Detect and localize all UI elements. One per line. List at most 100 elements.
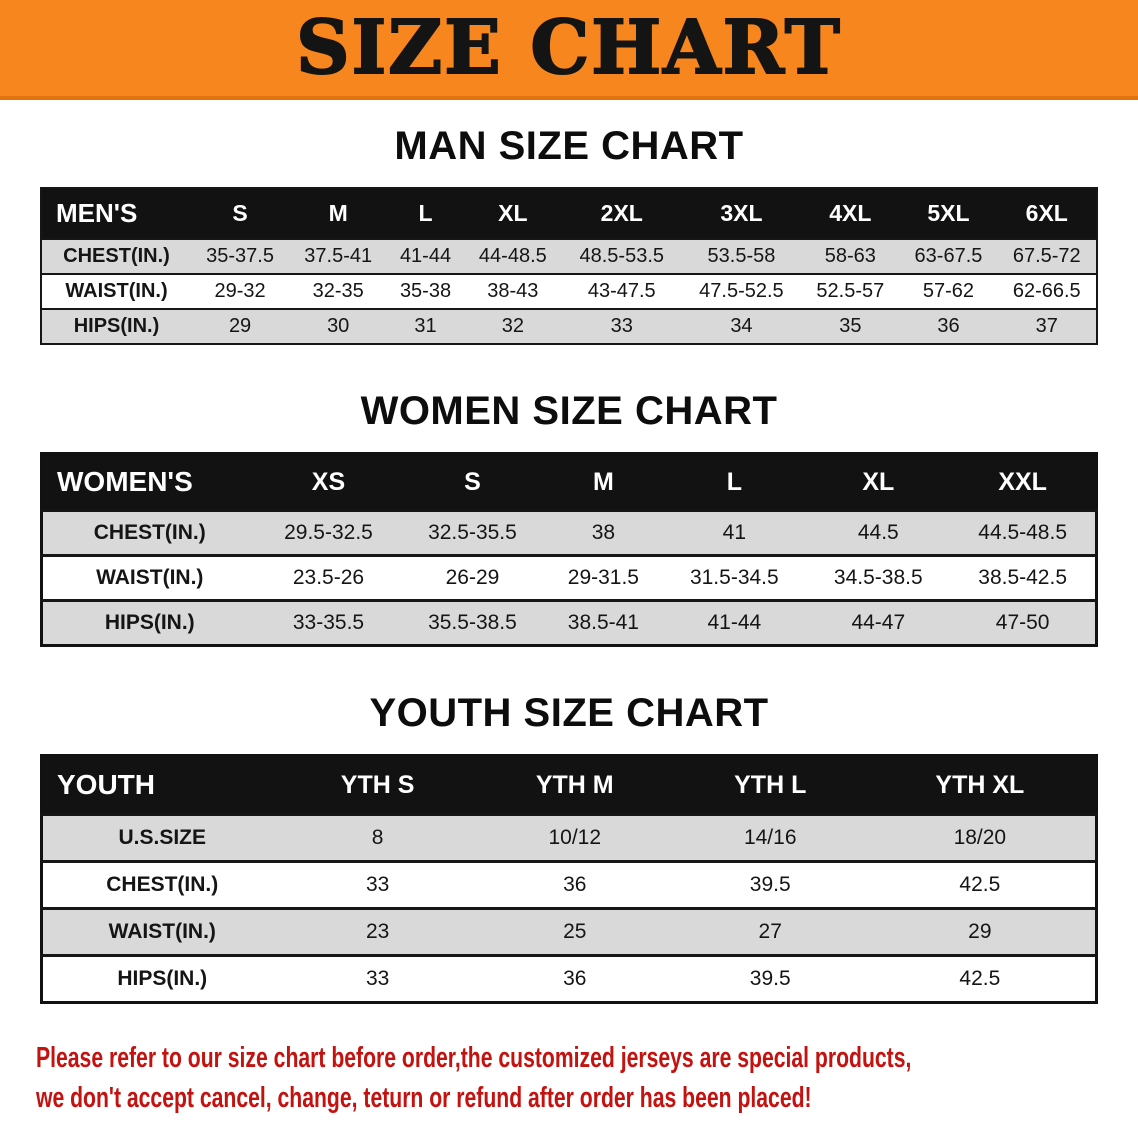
size-col-header: 6XL — [997, 188, 1097, 239]
size-cell: 30 — [289, 308, 388, 344]
size-cell: 35 — [801, 308, 900, 344]
size-col-header: XL — [463, 188, 562, 239]
size-cell: 38 — [544, 509, 663, 556]
size-cell: 48.5-53.5 — [561, 238, 682, 274]
size-cell: 31.5-34.5 — [662, 554, 807, 601]
size-cell: 32.5-35.5 — [400, 509, 545, 556]
size-cell: 47-50 — [950, 599, 1097, 646]
size-cell: 36 — [473, 954, 676, 1003]
size-cell: 67.5-72 — [997, 238, 1097, 274]
table-row: CHEST(IN.) 33 36 39.5 42.5 — [41, 860, 1097, 909]
size-col-header: L — [387, 188, 464, 239]
size-cell: 38.5-42.5 — [950, 554, 1097, 601]
row-label: HIPS(IN.) — [41, 308, 191, 344]
size-col-header: YTH M — [473, 755, 676, 815]
men-size-table: MEN'S S M L XL 2XL 3XL 4XL 5XL 6XL CHEST(IN.) 35-37… — [40, 187, 1098, 345]
size-cell: 23 — [281, 907, 474, 956]
header-row: WOMEN'S XS S M L XL XXL — [41, 453, 1097, 511]
charts-container: MAN SIZE CHART MEN'S S M L XL 2XL 3XL 4XL 5XL 6XL C… — [0, 124, 1138, 1004]
size-cell: 26-29 — [400, 554, 545, 601]
table-row: HIPS(IN.) 33 36 39.5 42.5 — [41, 954, 1097, 1003]
size-col-header: 3XL — [681, 188, 802, 239]
row-label: U.S.SIZE — [41, 813, 282, 862]
size-cell: 18/20 — [864, 813, 1097, 862]
size-cell: 31 — [387, 308, 464, 344]
size-cell: 39.5 — [675, 860, 865, 909]
size-cell: 44-47 — [806, 599, 951, 646]
size-cell: 29 — [864, 907, 1097, 956]
size-cell: 35-38 — [387, 273, 464, 309]
size-cell: 44.5-48.5 — [950, 509, 1097, 556]
size-cell: 41-44 — [662, 599, 807, 646]
size-cell: 29.5-32.5 — [256, 509, 401, 556]
footer-notice: Please refer to our size chart before or… — [36, 1038, 1138, 1118]
size-cell: 35.5-38.5 — [400, 599, 545, 646]
size-col-header: XXL — [950, 453, 1097, 511]
section-men: MAN SIZE CHART MEN'S S M L XL 2XL 3XL 4XL 5XL 6XL C… — [0, 124, 1138, 345]
size-col-header: YTH L — [675, 755, 865, 815]
table-row: WAIST(IN.) 29-32 32-35 35-38 38-43 43-47.5 47.… — [41, 273, 1097, 309]
size-col-header: XS — [256, 453, 401, 511]
header-row: YOUTH YTH S YTH M YTH L YTH XL — [41, 755, 1097, 815]
row-label: WAIST(IN.) — [41, 273, 191, 309]
size-cell: 34 — [681, 308, 802, 344]
header-row: MEN'S S M L XL 2XL 3XL 4XL 5XL 6XL — [41, 188, 1097, 239]
size-cell: 58-63 — [801, 238, 900, 274]
size-cell: 42.5 — [864, 954, 1097, 1003]
women-heading: WOMEN SIZE CHART — [360, 389, 778, 433]
size-col-header: L — [662, 453, 807, 511]
size-cell: 62-66.5 — [997, 273, 1097, 309]
size-col-header: 2XL — [561, 188, 682, 239]
row-label: WAIST(IN.) — [41, 554, 257, 601]
men-heading: MAN SIZE CHART — [394, 124, 744, 168]
size-cell: 25 — [473, 907, 676, 956]
size-cell: 14/16 — [675, 813, 865, 862]
size-cell: 37 — [997, 308, 1097, 344]
size-col-header: M — [289, 188, 388, 239]
size-cell: 36 — [473, 860, 676, 909]
size-cell: 35-37.5 — [191, 238, 290, 274]
size-cell: 32 — [463, 308, 562, 344]
size-col-header: YTH XL — [864, 755, 1097, 815]
size-cell: 34.5-38.5 — [806, 554, 951, 601]
table-row: HIPS(IN.) 29 30 31 32 33 34 35 36 37 — [41, 308, 1097, 344]
youth-heading: YOUTH SIZE CHART — [369, 691, 769, 735]
size-cell: 43-47.5 — [561, 273, 682, 309]
section-women: WOMEN SIZE CHART WOMEN'S XS S M L XL XXL CHEST(I… — [0, 389, 1138, 647]
banner-title: SIZE CHART — [295, 5, 842, 91]
table-row: CHEST(IN.) 35-37.5 37.5-41 41-44 44-48.5 48.5… — [41, 238, 1097, 274]
size-cell: 29-31.5 — [544, 554, 663, 601]
youth-corner-header: YOUTH — [41, 755, 282, 815]
row-label: CHEST(IN.) — [41, 238, 191, 274]
size-cell: 10/12 — [473, 813, 676, 862]
size-cell: 36 — [899, 308, 998, 344]
size-cell: 63-67.5 — [899, 238, 998, 274]
size-cell: 41-44 — [387, 238, 464, 274]
size-col-header: 5XL — [899, 188, 998, 239]
size-cell: 33 — [561, 308, 682, 344]
size-cell: 42.5 — [864, 860, 1097, 909]
size-col-header: S — [191, 188, 290, 239]
size-cell: 29-32 — [191, 273, 290, 309]
table-row: HIPS(IN.) 33-35.5 35.5-38.5 38.5-41 41-44 44-… — [41, 599, 1097, 646]
table-row: U.S.SIZE 8 10/12 14/16 18/20 — [41, 813, 1097, 862]
row-label: WAIST(IN.) — [41, 907, 282, 956]
size-cell: 33 — [281, 954, 474, 1003]
banner: SIZE CHART — [0, 0, 1138, 100]
size-cell: 53.5-58 — [681, 238, 802, 274]
section-youth: YOUTH SIZE CHART YOUTH YTH S YTH M YTH L YTH … — [0, 691, 1138, 1004]
size-col-header: XL — [806, 453, 951, 511]
row-label: CHEST(IN.) — [41, 860, 282, 909]
size-cell: 52.5-57 — [801, 273, 900, 309]
size-cell: 37.5-41 — [289, 238, 388, 274]
size-cell: 38-43 — [463, 273, 562, 309]
size-col-header: YTH S — [281, 755, 474, 815]
size-cell: 8 — [281, 813, 474, 862]
row-label: CHEST(IN.) — [41, 509, 257, 556]
size-cell: 23.5-26 — [256, 554, 401, 601]
women-size-table: WOMEN'S XS S M L XL XXL CHEST(IN.) 29.5-32.5 32.5… — [40, 452, 1098, 647]
size-cell: 32-35 — [289, 273, 388, 309]
size-cell: 27 — [675, 907, 865, 956]
size-cell: 47.5-52.5 — [681, 273, 802, 309]
